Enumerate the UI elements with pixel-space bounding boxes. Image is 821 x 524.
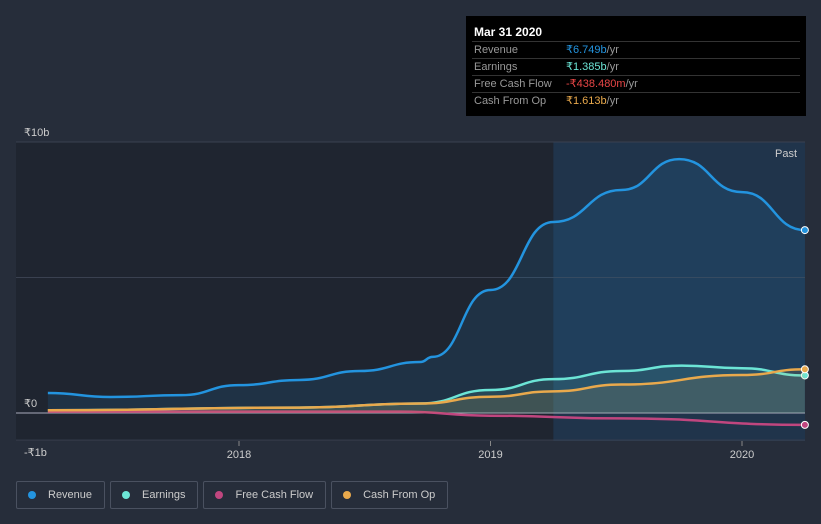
tooltip-value: -₹438.480m <box>566 78 626 90</box>
tooltip-label: Cash From Op <box>474 95 547 107</box>
legend-dot-icon <box>215 491 224 499</box>
tooltip-row: Free Cash Flow -₹438.480m /yr <box>472 75 800 92</box>
tooltip-unit: /yr <box>606 44 619 56</box>
free-cash-flow-end-point <box>800 420 809 429</box>
y-tick-label: -₹1b <box>24 447 47 459</box>
legend-dot-icon <box>122 491 131 499</box>
revenue-end-point <box>800 226 809 235</box>
past-label: Past <box>775 148 797 160</box>
legend-label: Earnings <box>142 489 186 501</box>
tooltip-unit: /yr <box>625 78 638 90</box>
legend-item-revenue[interactable]: Revenue <box>16 481 106 509</box>
tooltip-date: Mar 31 2020 <box>474 25 543 39</box>
past-region <box>553 142 805 441</box>
cash-from-op-end-point <box>800 365 809 374</box>
cash-from-op-line <box>47 368 805 412</box>
revenue-line <box>47 157 805 399</box>
legend-dot-icon <box>343 491 352 499</box>
y-tick-label: ₹10b <box>24 127 49 139</box>
legend: Revenue Earnings Free Cash Flow Cash From O… <box>16 481 449 509</box>
legend-dot-icon <box>28 491 36 499</box>
legend-label: Cash From Op <box>363 489 436 501</box>
legend-label: Revenue <box>48 489 93 501</box>
tooltip-unit: /yr <box>606 95 619 107</box>
tooltip-row: Cash From Op ₹1.613b /yr <box>472 92 800 109</box>
legend-label: Free Cash Flow <box>235 489 314 501</box>
plot-background <box>16 142 554 441</box>
tooltip: Mar 31 2020 Revenue ₹6.749b /yr Earnings ₹1… <box>466 16 806 116</box>
earnings-area <box>47 365 805 413</box>
tooltip-value: ₹1.385b <box>566 61 607 73</box>
y-tick-label: ₹0 <box>24 398 37 410</box>
tooltip-label: Revenue <box>474 44 519 56</box>
x-tick-label: 2019 <box>478 449 502 461</box>
legend-item-cash-from-op[interactable]: Cash From Op <box>331 481 449 509</box>
legend-item-free-cash-flow[interactable]: Free Cash Flow <box>203 481 327 509</box>
tooltip-label: Free Cash Flow <box>474 78 552 90</box>
x-tick-label: 2020 <box>730 449 754 461</box>
revenue-area <box>47 159 805 413</box>
free-cash-flow-line <box>47 410 805 427</box>
tooltip-value: ₹6.749b <box>566 44 607 56</box>
tooltip-row: Revenue ₹6.749b /yr <box>472 41 800 58</box>
tooltip-value: ₹1.613b <box>566 95 607 107</box>
cash-from-op-area <box>47 369 805 413</box>
tooltip-label: Earnings <box>474 61 518 73</box>
tooltip-unit: /yr <box>606 61 619 73</box>
legend-item-earnings[interactable]: Earnings <box>110 481 199 509</box>
x-tick-label: 2018 <box>227 449 251 461</box>
tooltip-row: Earnings ₹1.385b /yr <box>472 58 800 75</box>
